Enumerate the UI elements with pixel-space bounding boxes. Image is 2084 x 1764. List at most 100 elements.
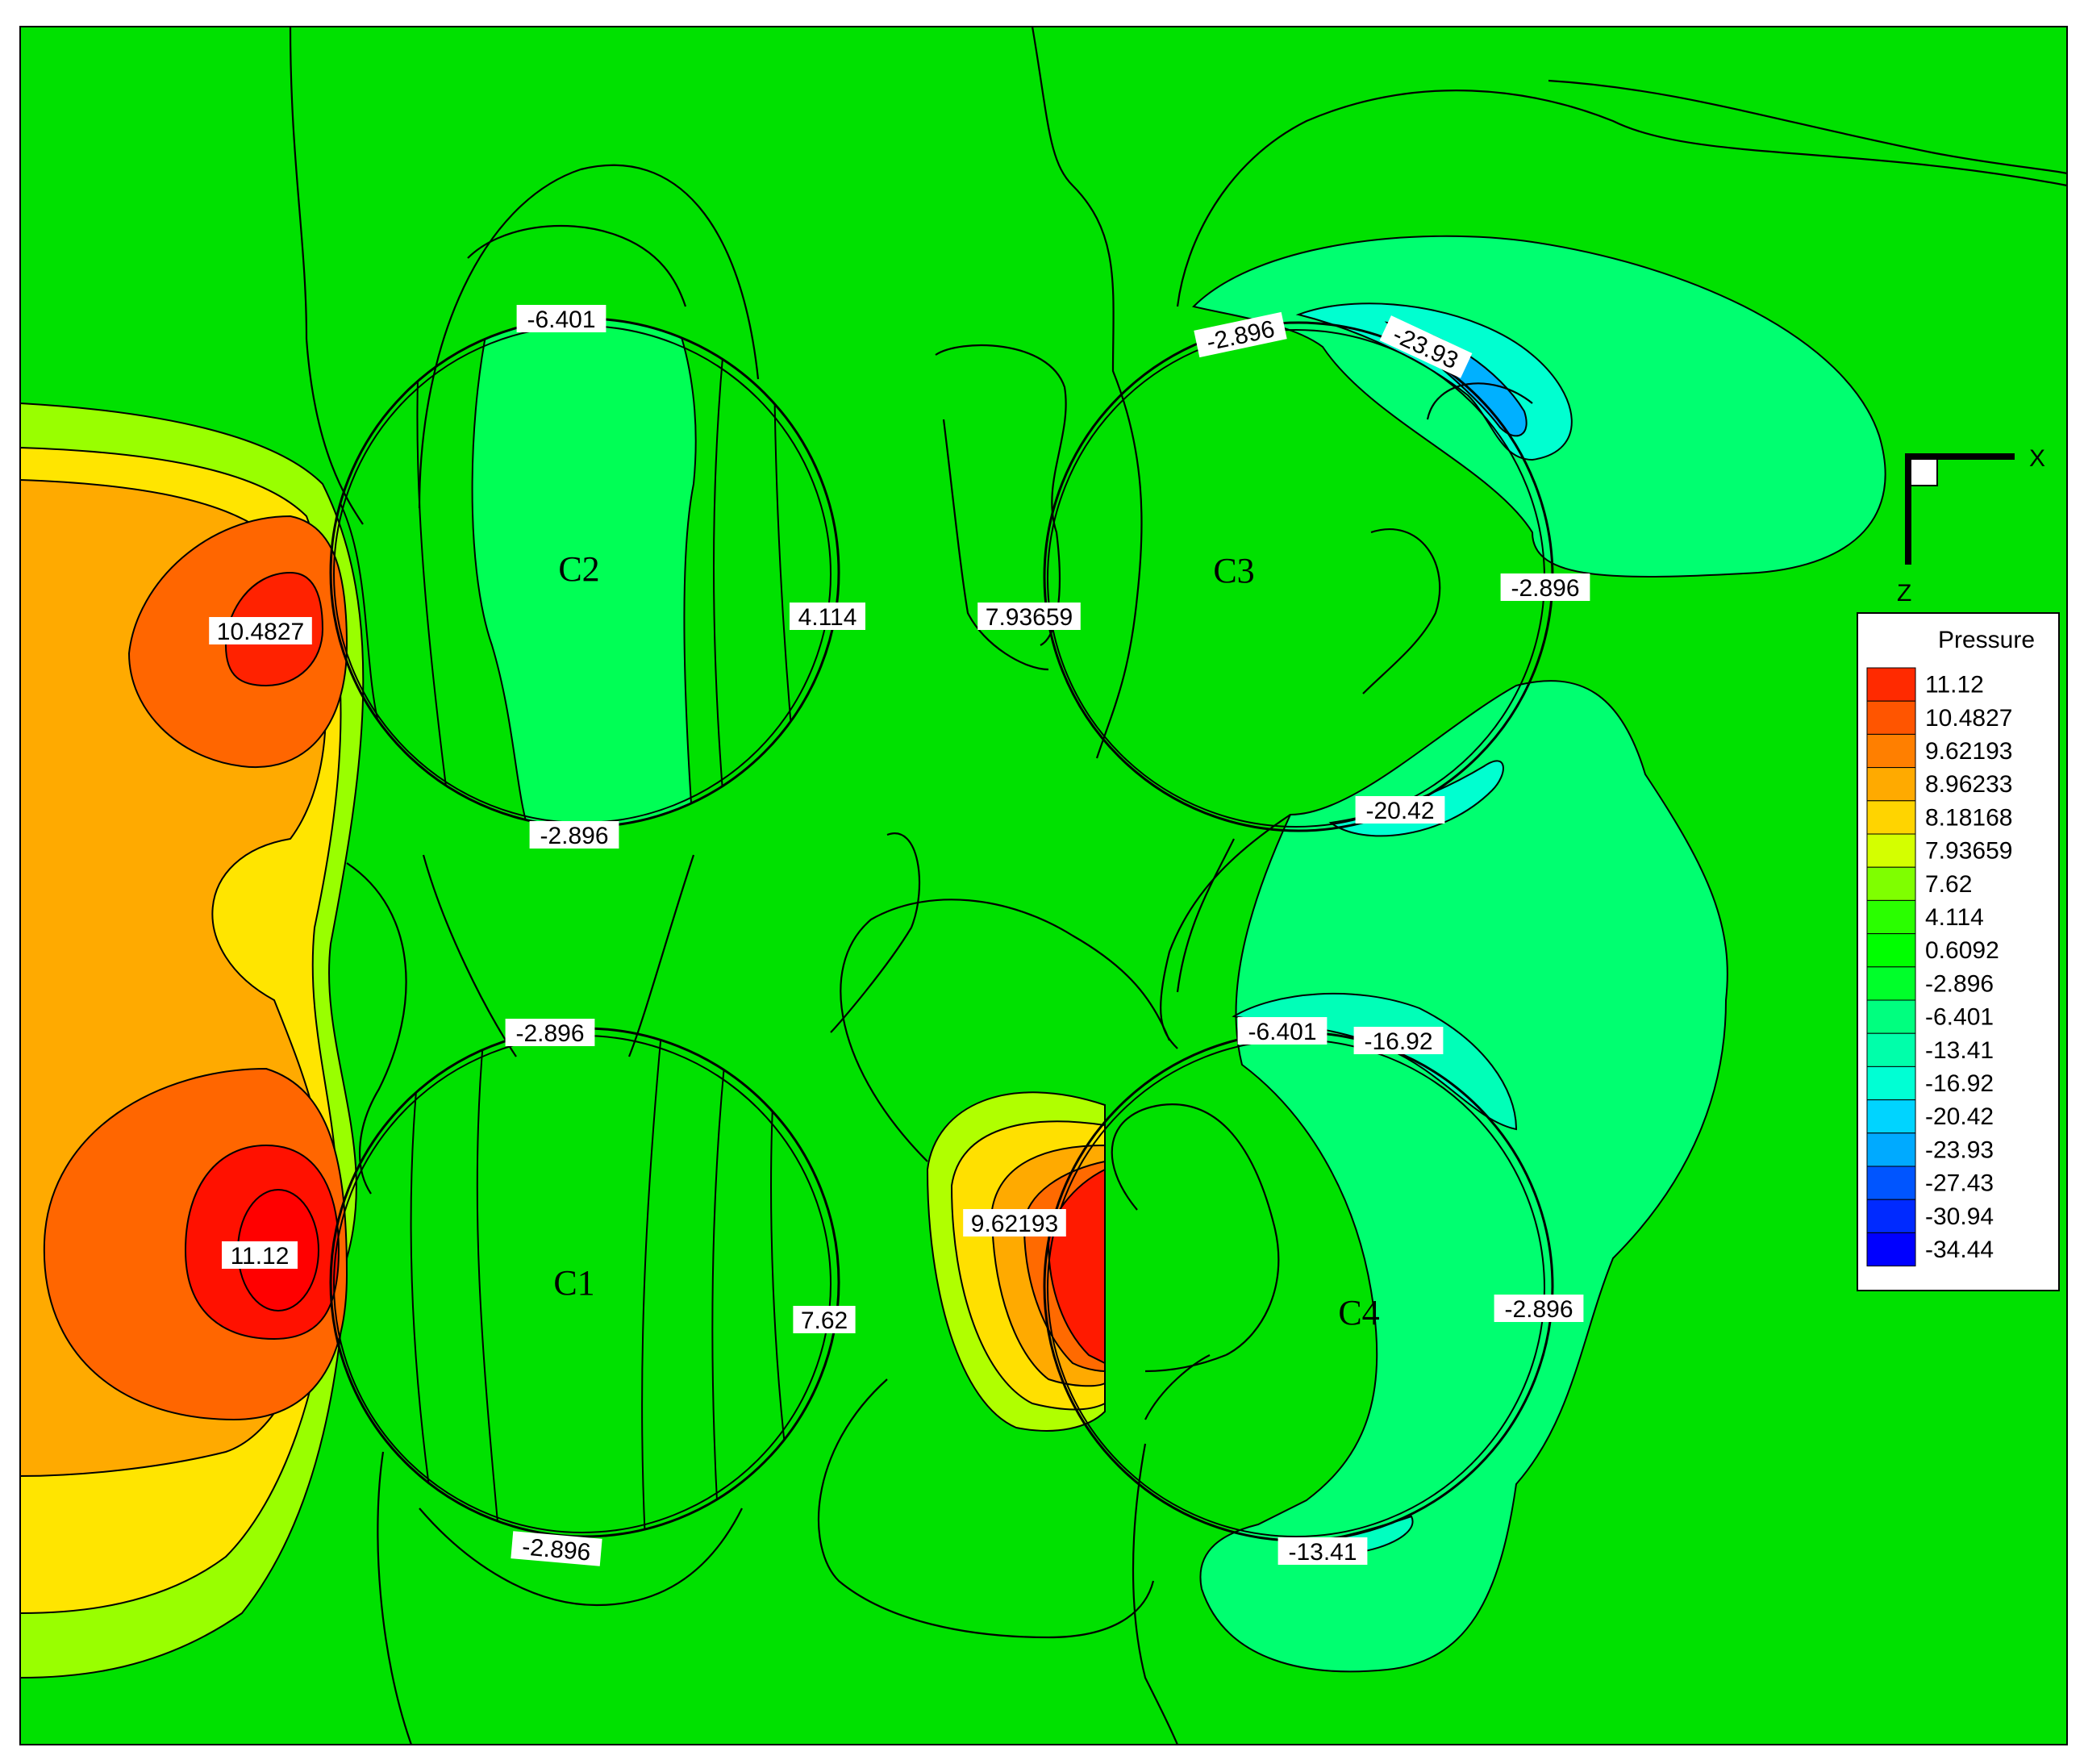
- legend-label: 9.62193: [1925, 738, 2012, 765]
- cylinder-label-c2: C2: [558, 549, 599, 589]
- legend-label: 10.4827: [1925, 705, 2012, 732]
- legend-swatch: [1866, 1199, 1916, 1233]
- contour-label: 4.114: [790, 603, 865, 631]
- contour-label: -13.41: [1277, 1537, 1368, 1566]
- contour-line: [627, 854, 695, 1057]
- contour-label-text: -2.896: [521, 1533, 592, 1566]
- cylinder-label-c1: C1: [553, 1263, 594, 1303]
- legend-swatch: [1866, 1099, 1916, 1134]
- contour-line: [641, 1032, 662, 1537]
- contour-line: [467, 224, 687, 307]
- contour-line: [1144, 1354, 1211, 1420]
- contour-line: [346, 862, 407, 1195]
- contour-line: [1144, 1353, 1227, 1373]
- axis-triad: X Z: [1897, 445, 2045, 607]
- contour-label-text: 11.12: [231, 1243, 290, 1270]
- contour-label: -2.896: [505, 1019, 595, 1047]
- legend-label: 7.93659: [1925, 838, 2012, 865]
- contour-label: 7.62: [793, 1306, 856, 1334]
- legend-label: 7.62: [1925, 871, 1972, 898]
- legend-label: -16.92: [1925, 1070, 1994, 1097]
- contour-line: [419, 1508, 743, 1607]
- contour-label-text: -6.401: [1248, 1019, 1316, 1045]
- contour-line: [377, 1451, 413, 1745]
- contour-label-bg: [511, 1531, 602, 1566]
- contour-label: -6.401: [516, 305, 606, 333]
- contour-line: [338, 499, 380, 727]
- legend-label: -13.41: [1925, 1037, 1994, 1064]
- legend-label: -34.44: [1925, 1236, 1994, 1263]
- contour-label-text: 10.4827: [217, 619, 304, 645]
- legend-label: -6.401: [1925, 1004, 1994, 1031]
- legend-swatch: [1866, 866, 1916, 901]
- contour-line: [713, 322, 727, 827]
- contour-label-text: 7.62: [801, 1307, 848, 1334]
- cylinder-label-c4: C4: [1338, 1293, 1379, 1332]
- contour-line: [830, 832, 921, 1033]
- contour-label-text: -16.92: [1364, 1028, 1432, 1055]
- contour-label-text: 9.62193: [971, 1211, 1058, 1237]
- contour-label: 7.93659: [977, 603, 1081, 631]
- contour-label: -2.896: [511, 1531, 602, 1566]
- legend-label: -2.896: [1925, 970, 1994, 997]
- contour-line: [1362, 528, 1441, 694]
- legend-swatch: [1866, 1132, 1916, 1167]
- legend-swatch: [1866, 767, 1916, 802]
- legend: Pressure 11.12 10.4827 9.62193 8.96233 8.181…: [1857, 612, 2060, 1291]
- contour-line: [410, 1056, 436, 1533]
- contour-label-text: 4.114: [798, 604, 857, 631]
- contour-line: [418, 164, 760, 509]
- region-right-wake: [1199, 680, 1728, 1673]
- contour-label-text: -2.896: [1511, 575, 1579, 602]
- contour-line: [840, 899, 1171, 1162]
- contour-line: [1111, 1103, 1280, 1356]
- contour-label-bg: [963, 1209, 1066, 1236]
- legend-swatch: [1866, 800, 1916, 835]
- c2-interior: [471, 319, 697, 827]
- contour-label-bg: [1194, 311, 1287, 358]
- contour-line: [416, 338, 452, 827]
- contour-line: [1176, 90, 2067, 307]
- legend-entries: 11.12 10.4827 9.62193 8.96233 8.18168 7.93659…: [1866, 667, 2012, 1267]
- legend-label: 11.12: [1925, 672, 1984, 699]
- legend-swatch: [1866, 899, 1916, 935]
- contour-line: [942, 419, 1049, 671]
- contour-line: [1426, 382, 1533, 420]
- contour-line: [476, 1032, 501, 1537]
- contour-label: -6.401: [1237, 1017, 1328, 1045]
- z-axis-label: Z: [1897, 580, 1911, 607]
- contour-label: -2.896: [529, 821, 619, 849]
- contour-label-bg: [790, 603, 865, 630]
- legend-swatch: [1866, 833, 1916, 868]
- contour-label-bg: [1237, 1017, 1328, 1045]
- contour-label-bg: [516, 305, 606, 332]
- legend-swatch: [1866, 1166, 1916, 1200]
- legend-swatch: [1866, 667, 1916, 702]
- contour-label-text: -2.896: [515, 1020, 584, 1047]
- legend-label: 0.6092: [1925, 937, 1999, 964]
- legend-label: 4.114: [1925, 904, 1984, 931]
- contour-label-text: 7.93659: [986, 604, 1073, 631]
- legend-label: -20.42: [1925, 1103, 1994, 1130]
- contour-label-bg: [505, 1019, 595, 1046]
- contour-line: [1132, 1443, 1179, 1745]
- contour-label: 10.4827: [209, 617, 312, 645]
- region-c4-upper-cyan: [1232, 992, 1518, 1131]
- contour-label-text: -2.896: [1504, 1296, 1573, 1323]
- contour-label-text: -13.41: [1288, 1539, 1357, 1566]
- contour-label-bg: [529, 821, 619, 849]
- contour-label-bg: [793, 1306, 856, 1333]
- legend-swatch: [1866, 966, 1916, 1001]
- contour-line: [817, 1378, 1155, 1639]
- contour-label-bg: [1379, 315, 1473, 378]
- contour-label-bg: [1500, 573, 1590, 601]
- legend-swatch: [1866, 1232, 1916, 1267]
- axis-origin-box: [1909, 457, 1938, 486]
- cylinder-label-c3: C3: [1213, 551, 1254, 590]
- contour-label: 11.12: [222, 1241, 298, 1270]
- contour-label-text: -2.896: [540, 823, 608, 849]
- contour-label: -16.92: [1353, 1027, 1444, 1055]
- contour-label-bg: [222, 1241, 298, 1269]
- contour-label: 9.62193: [963, 1209, 1066, 1237]
